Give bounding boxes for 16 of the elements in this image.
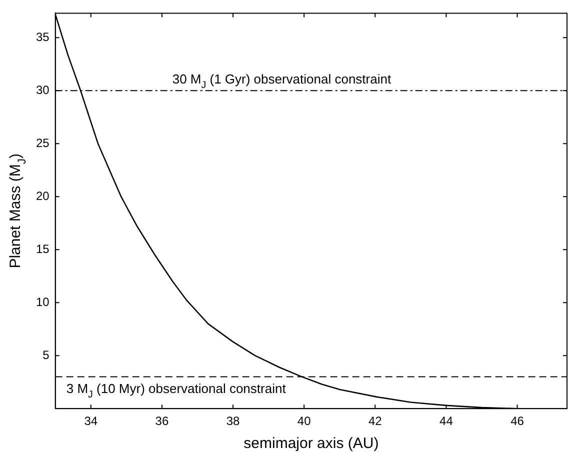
y-tick-label: 25 (36, 136, 50, 150)
y-tick-label: 5 (42, 348, 50, 362)
x-tick-label: 46 (510, 414, 524, 428)
x-tick-label: 42 (368, 414, 382, 428)
x-axis-title: semimajor axis (AU) (244, 435, 379, 452)
y-tick-label: 30 (36, 82, 50, 97)
y-tick-label: 10 (36, 294, 50, 309)
x-tick-label: 36 (155, 414, 169, 428)
x-tick-label: 34 (84, 414, 98, 428)
x-tick-label: 40 (297, 414, 312, 428)
x-tick-label: 44 (440, 414, 454, 428)
y-axis-title: Planet Mass (MJ) (7, 153, 28, 268)
x-tick-label: 38 (226, 414, 240, 428)
y-tick-label: 15 (36, 242, 50, 256)
y-tick-label: 20 (36, 188, 50, 203)
y-tick-label: 35 (36, 30, 50, 44)
